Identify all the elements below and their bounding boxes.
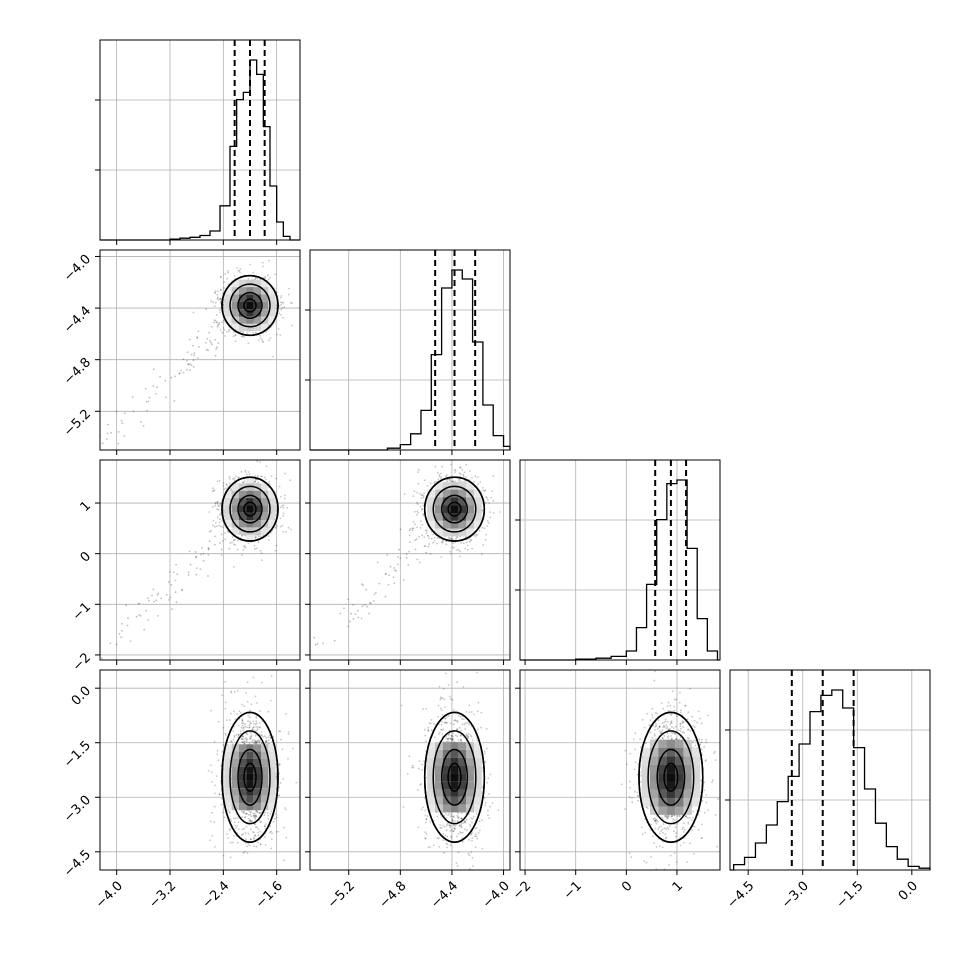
x-tick-label: −4.5 <box>725 879 758 912</box>
x-tick-label: −4.8 <box>377 879 410 912</box>
panel-frame <box>729 669 931 871</box>
contour-line <box>243 501 257 517</box>
contour-outer <box>221 274 279 337</box>
x-tick-label: 0 <box>619 879 635 895</box>
panel-frame <box>99 39 301 241</box>
contour-line <box>647 730 695 825</box>
contour-line <box>229 283 271 328</box>
panel-frame <box>309 669 511 871</box>
contour-line <box>229 485 271 533</box>
x-tick-label: 1 <box>670 879 686 895</box>
scatter-panel-3-2 <box>519 669 721 871</box>
y-tick-label: −1.5 <box>61 738 94 771</box>
x-tick-label: −5.2 <box>325 879 358 912</box>
contour-line <box>237 494 263 524</box>
histogram-0 <box>100 59 300 241</box>
x-tick-label: −2 <box>510 879 534 903</box>
y-tick-label: −3.0 <box>61 793 94 826</box>
x-tick-label: −3.2 <box>146 879 179 912</box>
contour-line <box>440 748 469 806</box>
x-tick-label: −1.6 <box>253 879 286 912</box>
scatter-points <box>400 671 500 870</box>
scatter-panel-3-0 <box>99 669 301 871</box>
scatter-panel-2-0 <box>99 459 301 661</box>
y-tick-label: −4.5 <box>61 847 94 880</box>
y-tick-label: −5.2 <box>61 407 94 440</box>
hist-panel-2 <box>515 459 721 661</box>
scatter-panel-3-1 <box>309 669 511 871</box>
scatter-panel-2-1 <box>309 459 511 661</box>
hist-panel-3 <box>725 669 931 871</box>
x-tick-label: −3.0 <box>779 879 812 912</box>
scatter-points <box>620 670 719 870</box>
x-tick-label: −1.5 <box>834 879 867 912</box>
x-tick-label: −4.0 <box>93 879 126 912</box>
x-tick-label: −4.4 <box>428 879 461 912</box>
scatter-points <box>101 460 292 659</box>
contour-outer <box>423 476 486 542</box>
panel-frame <box>519 459 721 661</box>
panel-frame <box>309 459 511 661</box>
contour-line <box>243 298 257 313</box>
contour-outer <box>221 476 279 542</box>
hist-panel-0 <box>95 39 301 241</box>
histogram-3 <box>730 689 931 871</box>
contour-line <box>237 748 263 806</box>
panel-frame <box>519 669 721 871</box>
panel-frame <box>309 249 511 451</box>
x-tick-label: −1 <box>561 879 585 903</box>
histogram-2 <box>520 479 720 661</box>
contour-line <box>432 485 477 533</box>
contour-line <box>237 291 263 320</box>
y-tick-label: 0.0 <box>69 684 94 709</box>
y-tick-label: −4.4 <box>61 304 94 337</box>
contour-line <box>440 494 469 524</box>
x-tick-label: −4.0 <box>480 879 513 912</box>
contour-outer <box>221 711 279 843</box>
contour-outer <box>638 711 704 843</box>
scatter-points <box>313 460 501 646</box>
contour-line <box>229 730 271 825</box>
contour-line <box>432 730 477 825</box>
y-tick-label: −1 <box>70 600 94 624</box>
hist-panel-1 <box>305 249 511 451</box>
histogram-1 <box>310 269 511 451</box>
contour-line <box>447 762 462 792</box>
panel-frame <box>99 249 301 451</box>
contour-line <box>656 748 686 806</box>
y-tick-label: −2 <box>70 650 94 674</box>
panel-frame <box>99 459 301 661</box>
panel-frame <box>99 669 301 871</box>
contour-line <box>447 501 462 517</box>
contour-outer <box>423 711 486 843</box>
y-tick-label: −4.0 <box>61 252 94 285</box>
contour-line <box>243 762 257 792</box>
scatter-panel-1-0 <box>99 249 301 451</box>
scatter-points <box>207 675 298 862</box>
scatter-points <box>100 259 293 445</box>
contour-line <box>663 762 679 792</box>
y-tick-label: 1 <box>78 498 94 514</box>
x-tick-label: 0.0 <box>896 879 921 904</box>
y-tick-label: 0 <box>78 549 94 565</box>
y-tick-label: −4.8 <box>61 355 94 388</box>
x-tick-label: −2.4 <box>200 879 233 912</box>
